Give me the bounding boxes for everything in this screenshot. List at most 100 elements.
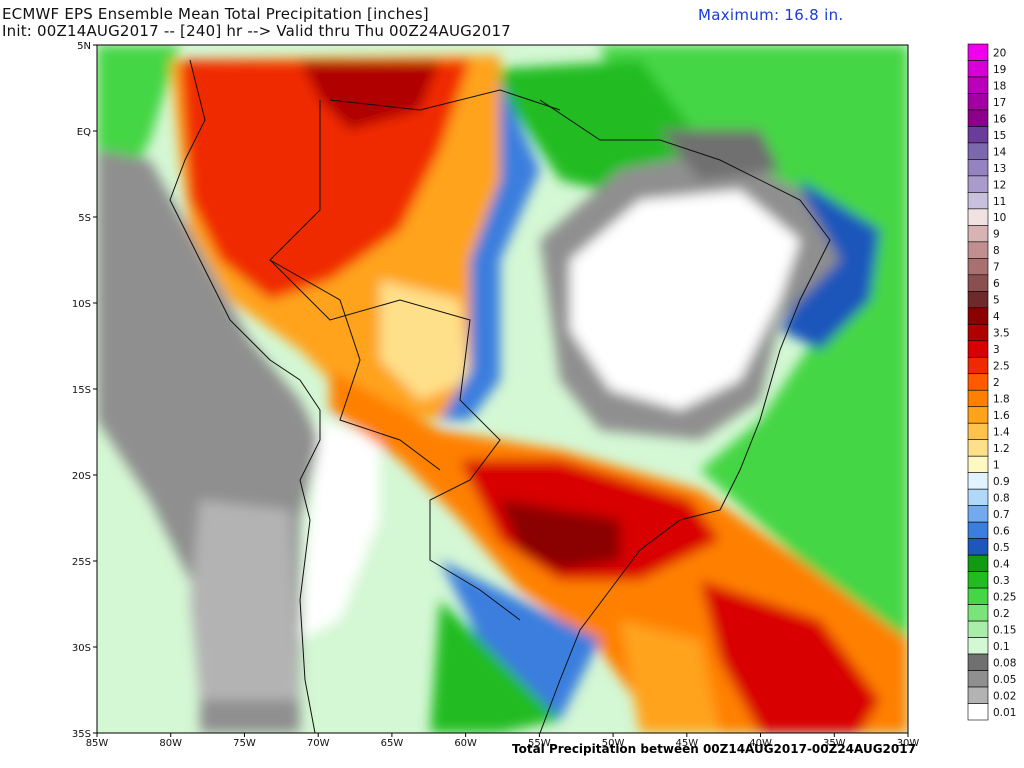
colorbar-label: 2.5 [993, 361, 1010, 373]
lon-tick-label: 40W [749, 738, 772, 749]
amazon-darkred [300, 60, 440, 130]
colorbar-label: 0.02 [993, 690, 1016, 702]
colorbar-label: 18 [993, 80, 1006, 92]
colorbar-label: 8 [993, 245, 1000, 257]
colorbar-swatch [967, 455, 989, 473]
colorbar-label: 7 [993, 262, 1000, 274]
footer-caption: Total Precipitation between 00Z14AUG2017… [512, 742, 916, 756]
colorbar-swatch [967, 488, 989, 506]
colorbar-swatch [967, 323, 989, 342]
colorbar-label: 5 [993, 295, 1000, 307]
colorbar-swatch [967, 505, 989, 523]
east-coast [539, 99, 831, 733]
colorbar-label: 16 [993, 113, 1007, 125]
colorbar-label: 14 [993, 146, 1007, 158]
atlantic-plume-orange [620, 620, 720, 733]
colorbar-swatch [967, 60, 989, 78]
latitude-axis: 5N EQ 5S 10S 15S 20S 25S 30S 35S [72, 41, 97, 740]
colorbar-label: 6 [993, 278, 1000, 290]
colorbar-label: 10 [993, 212, 1006, 224]
colorbar-label: 20 [993, 47, 1006, 59]
lon-tick-label: 50W [602, 738, 625, 749]
colorbar-swatch [967, 307, 989, 325]
colorbar-swatch [967, 225, 989, 243]
colorbar-swatch [967, 670, 989, 688]
colorbar-swatch [967, 192, 989, 210]
colorbar-label: 9 [993, 229, 1000, 241]
amazon-red [180, 60, 470, 300]
lat-tick-label: 35S [72, 729, 91, 740]
border-peru-bolivia [269, 259, 441, 471]
lon-tick-label: 80W [159, 738, 182, 749]
colorbar-label: 19 [993, 64, 1006, 76]
colorbar-swatch [967, 554, 989, 572]
lat-tick-label: 20S [72, 471, 91, 482]
lon-tick-label: 55W [528, 738, 551, 749]
colorbar-label: 0.6 [993, 526, 1010, 538]
colorbar-swatch [967, 472, 989, 490]
colorbar-swatch [967, 571, 989, 589]
lon-tick-label: 35W [823, 738, 846, 749]
maximum-label: Maximum: 16.8 in. [698, 6, 844, 24]
colorbar-label: 4 [993, 311, 1000, 323]
colorbar-label: 0.8 [993, 493, 1010, 505]
lat-tick-label: 10S [72, 299, 91, 310]
colorbar-label: 0.3 [993, 575, 1010, 587]
colorbar-label: 2 [993, 377, 1000, 389]
colorbar-label: 3 [993, 344, 1000, 356]
colorbar-swatch [967, 142, 989, 160]
colorbar-swatch [967, 291, 989, 309]
colorbar-label: 0.25 [993, 591, 1016, 603]
ne-white [570, 190, 800, 410]
colorbar-label: 0.08 [993, 657, 1016, 669]
colorbar-label: 12 [993, 179, 1006, 191]
colorbar-swatch [967, 587, 989, 605]
band-core [500, 500, 620, 570]
longitude-axis: 85W 80W 75W 70W 65W 60W 55W 50W 45W 40W 35W 30W [86, 733, 919, 749]
lon-tick-label: 70W [307, 738, 330, 749]
colorbar-label: 0.1 [993, 641, 1010, 653]
colorbar-label: 0.05 [993, 674, 1016, 686]
colorbar: 20 19 18 17 16 15 14 13 12 11 10 9 8 7 6 5 4 3.5 3 2.5 2 1.8 1… [967, 43, 1016, 721]
colorbar-label: 1 [993, 460, 1000, 472]
colorbar-label: 0.9 [993, 476, 1010, 488]
colorbar-label: 0.15 [993, 624, 1016, 636]
colorbar-swatch [967, 76, 989, 94]
amazon-fringe [440, 80, 540, 420]
chart-subtitle: Init: 00Z14AUG2017 -- [240] hr --> Valid… [2, 22, 511, 40]
lat-tick-label: 30S [72, 643, 91, 654]
colorbar-swatch [967, 653, 989, 671]
lat-tick-label: EQ [77, 127, 91, 138]
lon-tick-label: 85W [86, 738, 109, 749]
colorbar-swatch [967, 686, 989, 704]
colorbar-label: 1.6 [993, 410, 1010, 422]
colorbar-swatch [967, 126, 989, 144]
coastline [169, 59, 321, 733]
colorbar-swatch [967, 373, 989, 391]
lat-tick-label: 5S [78, 213, 91, 224]
precip-field [97, 45, 908, 733]
colorbar-swatch [967, 439, 989, 457]
colorbar-label: 17 [993, 97, 1006, 109]
colorbar-label: 11 [993, 196, 1006, 208]
colorbar-swatch [967, 521, 989, 539]
colorbar-label: 0.2 [993, 608, 1010, 620]
andes-white [300, 420, 380, 640]
colorbar-label: 1.2 [993, 443, 1010, 455]
colorbar-swatch [967, 604, 989, 622]
colorbar-swatch [967, 43, 989, 61]
colorbar-swatch [967, 258, 989, 276]
colorbar-swatch [967, 175, 989, 193]
colorbar-swatch [967, 109, 989, 127]
colorbar-label: 13 [993, 163, 1006, 175]
border-north [329, 89, 561, 111]
colorbar-swatch [967, 389, 989, 408]
colorbar-label: 0.7 [993, 509, 1010, 521]
lat-tick-label: 25S [72, 557, 91, 568]
colorbar-label: 0.01 [993, 707, 1016, 719]
colorbar-swatch [967, 538, 989, 556]
colorbar-swatch [967, 159, 989, 177]
lon-tick-label: 65W [381, 738, 404, 749]
colorbar-swatch [967, 356, 989, 375]
